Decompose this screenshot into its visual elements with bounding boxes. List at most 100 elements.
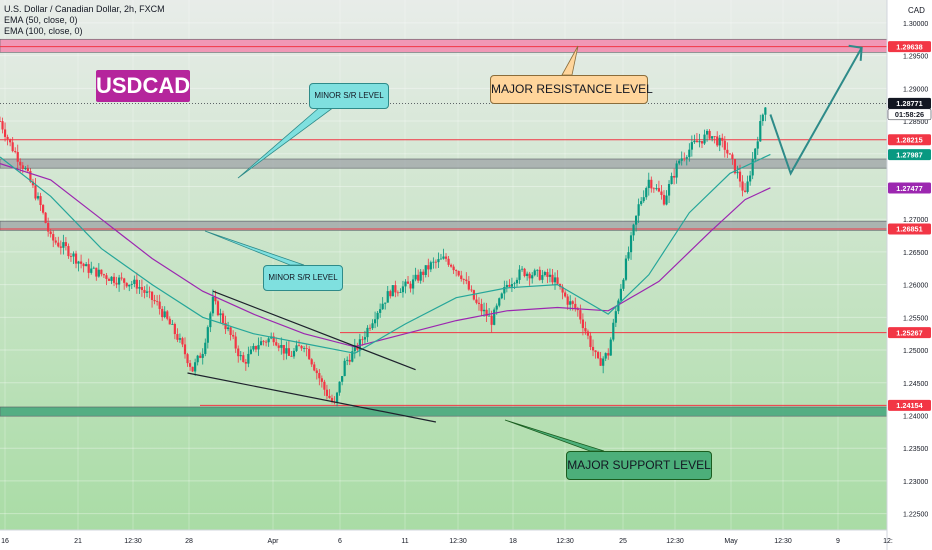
candle-body [503,287,506,294]
candle-body [434,261,437,263]
candle-body [678,160,681,164]
price-label-text: 1.27987 [896,150,922,159]
candle-body [569,301,572,305]
price-tick-label: 1.26500 [903,250,928,257]
price-label-text: 1.27477 [896,184,922,193]
candle-body [52,234,55,241]
major-resistance-callout: MAJOR RESISTANCE LEVEL [490,75,653,104]
time-tick-label: 6 [338,538,342,545]
price-label-text: 1.24154 [896,401,923,410]
candle-body [123,278,126,283]
candle-body [188,363,192,367]
candle-body [313,364,316,371]
time-tick-label: 12:30 [666,538,684,545]
candle-body [485,309,488,317]
candle-body [475,299,478,303]
candle-body [429,262,432,270]
candle-body [612,322,615,340]
candle-body [272,336,275,343]
major-support-callout: MAJOR SUPPORT LEVEL [566,451,712,480]
candle-body [216,301,220,316]
callout-pointers [204,45,605,452]
candle-body [695,140,699,143]
candle-body [515,279,519,284]
candle-body [335,392,339,403]
candle-body [602,358,605,366]
candle-body [711,136,714,139]
minor-sr-callout-upper: MINOR S/R LEVEL [309,83,389,109]
candle-body [79,261,83,264]
legend-ema100[interactable]: EMA (100, close, 0) [4,26,83,36]
candle-body [361,339,364,341]
candle-body [239,355,242,357]
candle-body [490,315,493,325]
candle-body [303,348,306,349]
time-tick-label: 16 [1,538,9,545]
candle-body [211,296,214,314]
candle-body [44,212,47,223]
candle-body [92,267,95,269]
candle-body [642,197,645,202]
candle-body [31,181,35,186]
candle-body [617,300,620,312]
candle-body [366,327,369,338]
candle-body [133,279,136,284]
candle-body [341,376,344,382]
candle-body [143,289,146,293]
candle-body [505,284,508,288]
candle-body [330,397,334,402]
candle-body [396,292,399,294]
candle-body [280,345,283,348]
candle-body [579,310,582,320]
candle-body [297,345,301,347]
candle-body [150,291,154,300]
candle-body [632,224,635,236]
candle-body [110,276,113,281]
candle-body [462,279,465,280]
candle-body [1,121,4,130]
candle-body [181,338,184,345]
candle-body [404,281,407,287]
candle-body [498,298,501,306]
candle-body [513,283,516,285]
candle-body [432,261,435,263]
candle-body [376,312,379,320]
time-tick-label: 21 [74,538,82,545]
candle-body [87,264,90,273]
price-label-box [888,327,931,339]
candle-body [500,293,503,299]
time-tick-label: 12:30 [449,538,467,545]
candle-body [673,175,676,178]
price-label-text: 01:58:26 [895,110,924,119]
price-label-box [888,223,931,235]
candle-body [308,348,311,360]
candle-body [158,301,161,309]
candle-body [254,345,258,350]
legend-symbol[interactable]: U.S. Dollar / Canadian Dollar, 2h, FXCM [4,4,165,14]
candle-body [482,309,486,312]
candle-body [655,188,658,190]
candle-body [221,313,225,323]
legend-ema50[interactable]: EMA (50, close, 0) [4,15,78,25]
candle-body [0,121,2,122]
candle-body [414,274,417,280]
candle-body [358,339,361,350]
candle-body [728,153,731,155]
candle-body [41,205,45,213]
candle-body [277,345,280,348]
candle-body [594,350,597,353]
price-label-text: 1.28771 [896,99,922,108]
candle-body [657,188,661,192]
candle-body [368,327,372,329]
candle-body [226,327,230,330]
candle-body [741,181,744,191]
candle-body [409,283,412,289]
candle-body [584,328,587,332]
candle-body [371,323,374,329]
candle-body [726,149,729,154]
candle-body [733,159,737,174]
candle-body [186,354,189,364]
candle-body [36,196,40,199]
candle-body [323,381,326,390]
